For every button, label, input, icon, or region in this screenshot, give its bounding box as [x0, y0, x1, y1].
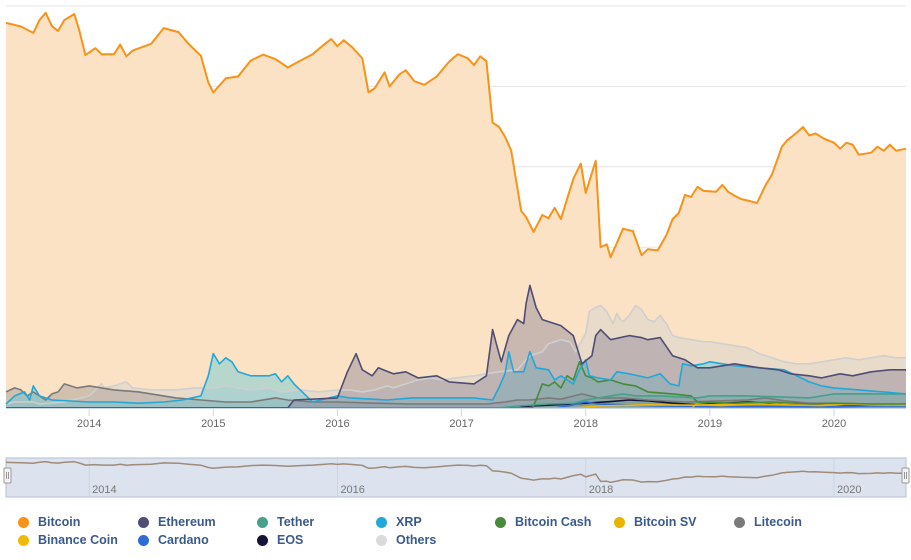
- legend-marker-icon: [18, 534, 29, 546]
- legend-item-cardano[interactable]: Cardano: [138, 531, 209, 549]
- others-area: [6, 305, 906, 408]
- chart-legend: Bitcoin Ethereum Tether XRP Bitcoin Cash Bitc…: [18, 513, 898, 553]
- legend-label: Bitcoin: [38, 515, 81, 529]
- legend-label: Binance Coin: [38, 533, 118, 547]
- navigator-label-2016: 2016: [340, 484, 364, 496]
- legend-marker-icon: [614, 516, 625, 528]
- navigator-handle-left[interactable]: [3, 467, 12, 484]
- navigator-label-2018: 2018: [589, 484, 613, 496]
- tether-line[interactable]: [6, 393, 906, 409]
- legend-item-bitcoin-cash[interactable]: Bitcoin Cash: [495, 513, 591, 531]
- navigator[interactable]: 2014 2016 2018 2020: [3, 457, 910, 498]
- legend-label: Bitcoin SV: [634, 515, 697, 529]
- bitcoin-line[interactable]: [5, 11, 907, 259]
- legend-item-eos[interactable]: EOS: [257, 531, 303, 549]
- legend-marker-icon: [257, 516, 268, 528]
- x-tick-label-2020: 2020: [822, 418, 846, 430]
- legend-marker-icon: [138, 516, 149, 528]
- legend-item-tether[interactable]: Tether: [257, 513, 314, 531]
- x-axis: 2014 2015 2016 2017 2018 2019 2020: [6, 408, 906, 430]
- xrp-area: [6, 351, 906, 408]
- legend-label: EOS: [277, 533, 304, 547]
- legend-label: Ethereum: [158, 515, 216, 529]
- series-areas: [6, 12, 906, 409]
- x-tick-label-2017: 2017: [449, 418, 473, 430]
- legend-label: XRP: [396, 515, 422, 529]
- xrp-line[interactable]: [5, 350, 907, 405]
- x-tick-label-2018: 2018: [573, 418, 597, 430]
- legend-label: Bitcoin Cash: [515, 515, 592, 529]
- x-tick-label-2019: 2019: [698, 418, 722, 430]
- others-line[interactable]: [5, 304, 906, 405]
- legend-label: Litecoin: [754, 515, 802, 529]
- navigator-label-2020: 2020: [837, 484, 861, 496]
- legend-item-others[interactable]: Others: [376, 531, 436, 549]
- legend-item-bitcoin-sv[interactable]: Bitcoin SV: [614, 513, 697, 531]
- legend-marker-icon: [495, 516, 506, 528]
- legend-item-ethereum[interactable]: Ethereum: [138, 513, 216, 531]
- legend-label: Cardano: [158, 533, 209, 547]
- legend-item-litecoin[interactable]: Litecoin: [734, 513, 802, 531]
- x-tick-label-2016: 2016: [325, 418, 349, 430]
- legend-marker-icon: [376, 516, 387, 528]
- legend-item-binance-coin[interactable]: Binance Coin: [18, 531, 118, 549]
- legend-marker-icon: [18, 516, 29, 528]
- legend-label: Others: [396, 533, 437, 547]
- navigator-handle-right[interactable]: [901, 467, 910, 484]
- x-tick-label-2015: 2015: [201, 418, 225, 430]
- navigator-label-2014: 2014: [92, 484, 116, 496]
- x-tick-label-2014: 2014: [77, 418, 101, 430]
- legend-marker-icon: [138, 534, 149, 546]
- legend-label: Tether: [277, 515, 315, 529]
- bitcoin-area: [6, 12, 906, 409]
- legend-item-xrp[interactable]: XRP: [376, 513, 422, 531]
- legend-marker-icon: [734, 516, 745, 528]
- legend-marker-icon: [257, 534, 268, 546]
- bitcoin-cash-line[interactable]: [6, 361, 906, 409]
- market-dominance-chart: 2014 2015 2016 2017 2018 2019 2020 2014 2016 201…: [3, 5, 910, 498]
- legend-marker-icon: [376, 534, 387, 546]
- navigator-series-line: [5, 460, 907, 484]
- legend-item-bitcoin[interactable]: Bitcoin: [18, 513, 80, 531]
- ethereum-line[interactable]: [6, 284, 906, 409]
- series-lines: [5, 11, 907, 409]
